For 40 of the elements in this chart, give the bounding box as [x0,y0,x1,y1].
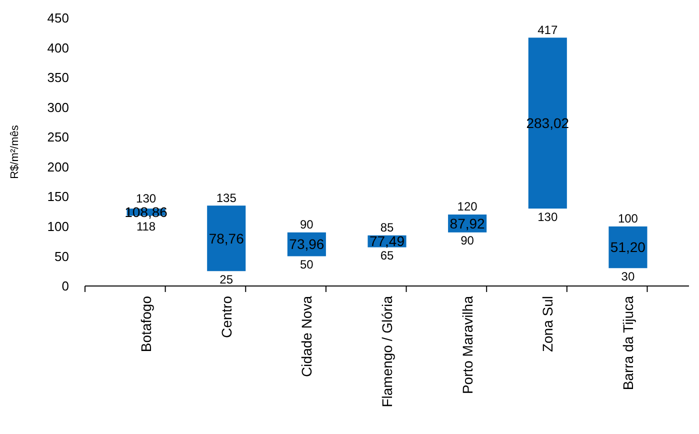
annotation: 50 [300,257,314,272]
x-tick-label: Barra da Tijuca [620,296,636,390]
annotation: 73,96 [289,236,324,252]
y-tick-label: 150 [47,189,69,204]
bar [528,38,567,209]
y-tick-label: 100 [47,218,69,234]
annotation: 130 [136,191,156,206]
y-tick-label: 0 [62,278,69,294]
annotation: 90 [460,234,474,248]
annotation: 87,92 [450,215,486,232]
annotation: 90 [300,218,314,232]
x-tick-label: Cidade Nova [298,296,315,377]
x-tick-label: Flamengo / Glória [379,296,395,408]
annotation: 30 [621,269,635,284]
x-tick-label: Botafogo [138,296,154,352]
x-tick-label: Centro [218,296,234,338]
annotation: 65 [380,248,394,263]
annotation: 130 [538,210,558,224]
y-tick-label: 400 [47,40,69,56]
bar [207,206,246,272]
annotation: 135 [216,190,237,205]
annotation: 417 [538,22,558,37]
y-tick-label: 300 [47,100,69,115]
y-tick-label: 450 [47,10,69,26]
y-tick-label: 200 [47,159,69,174]
annotation: 77,49 [369,233,405,250]
y-axis-title: R$/m²/mês [9,124,21,179]
annotation: 100 [618,212,638,226]
annotation: 120 [457,200,478,214]
x-tick-label: Porto Maravilha [459,296,476,394]
y-tick-label: 350 [47,70,69,86]
annotation: 25 [220,272,234,286]
y-tick-label: 50 [54,248,69,264]
annotation: 118 [136,219,156,234]
annotation: 51,20 [610,239,646,256]
annotation: 78,76 [208,230,244,246]
y-tick-label: 250 [47,130,69,145]
bar [608,226,648,268]
annotation: 85 [380,220,394,235]
x-tick-label: Zona Sul [540,296,556,352]
